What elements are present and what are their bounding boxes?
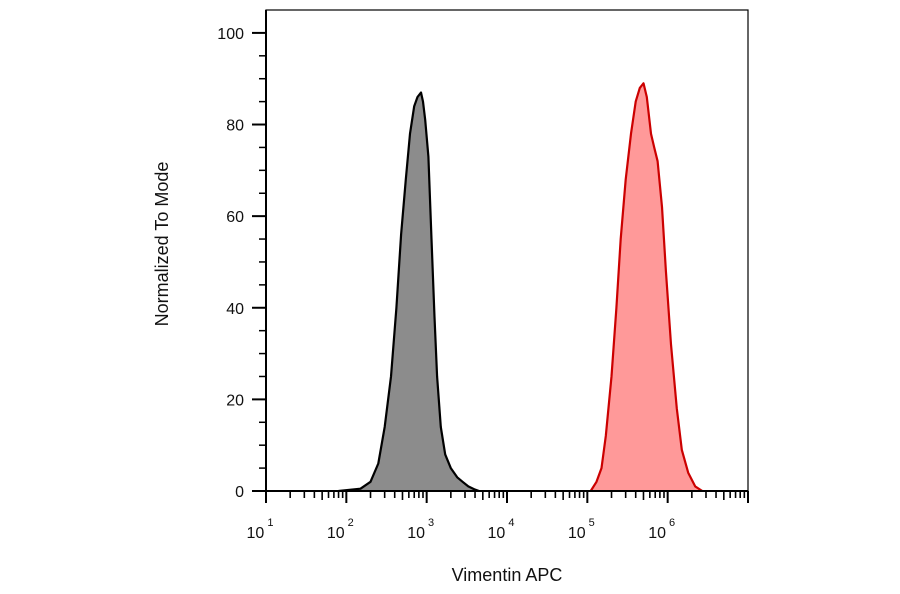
y-axis: 0 20 40 60 80 100 (217, 10, 267, 501)
x-tick-base: 10 (568, 525, 586, 542)
series-layer (338, 82, 703, 493)
series-1-fill (338, 92, 480, 491)
x-axis-title: Vimentin APC (452, 565, 563, 585)
x-tick-label: 101 (247, 517, 274, 542)
x-tick-exponent: 4 (508, 517, 514, 529)
y-tick-label: 80 (226, 118, 244, 135)
x-tick-base: 10 (648, 525, 666, 542)
y-axis-title: Normalized To Mode (152, 162, 172, 327)
y-tick-label: 40 (226, 301, 244, 318)
x-tick-exponent: 1 (267, 517, 273, 529)
x-tick-exponent: 5 (589, 517, 595, 529)
x-tick-label: 105 (568, 517, 595, 542)
x-tick-exponent: 3 (428, 517, 434, 529)
x-tick-exponent: 6 (669, 517, 675, 529)
x-tick-exponent: 2 (348, 517, 354, 529)
series-2-line (589, 82, 703, 492)
series-1-line (338, 91, 480, 493)
x-tick-base: 10 (247, 525, 265, 542)
x-tick-base: 10 (488, 525, 506, 542)
y-tick-label: 20 (226, 392, 244, 409)
y-tick-label: 0 (235, 484, 244, 501)
x-tick-base: 10 (327, 525, 345, 542)
y-tick-label: 60 (226, 209, 244, 226)
x-tick-base: 10 (407, 525, 425, 542)
x-tick-label: 104 (488, 517, 515, 542)
x-tick-label: 102 (327, 517, 354, 542)
y-tick-label: 100 (217, 26, 244, 43)
x-tick-label: 103 (407, 517, 434, 542)
x-tick-label: 106 (648, 517, 675, 542)
